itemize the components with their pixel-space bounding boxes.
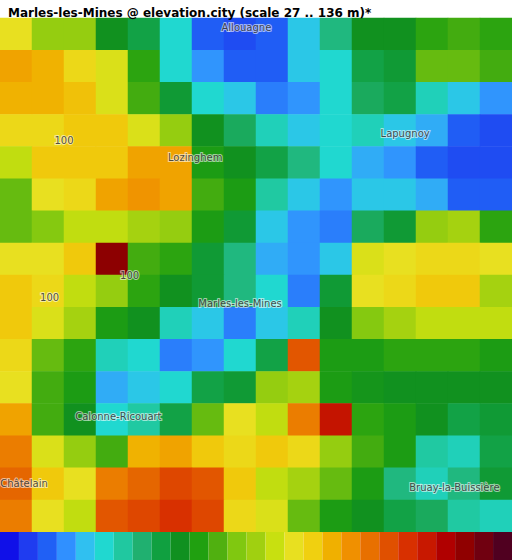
svg-text:100: 100 bbox=[40, 292, 59, 303]
svg-text:100: 100 bbox=[54, 135, 73, 146]
svg-text:Lozinghem: Lozinghem bbox=[168, 152, 222, 163]
svg-text:Marles-les-Mines @ elevation.c: Marles-les-Mines @ elevation.city (scale… bbox=[8, 6, 372, 20]
svg-text:Calonne-Ricouart: Calonne-Ricouart bbox=[75, 411, 161, 422]
svg-text:100: 100 bbox=[120, 270, 139, 281]
svg-text:Allouagne: Allouagne bbox=[221, 22, 271, 33]
svg-text:Châtelain: Châtelain bbox=[0, 478, 48, 489]
svg-text:Lapugnoy: Lapugnoy bbox=[381, 128, 430, 139]
svg-text:Marles-les-Mines: Marles-les-Mines bbox=[198, 298, 281, 309]
svg-text:Bruay-la-Buissière: Bruay-la-Buissière bbox=[409, 482, 499, 493]
